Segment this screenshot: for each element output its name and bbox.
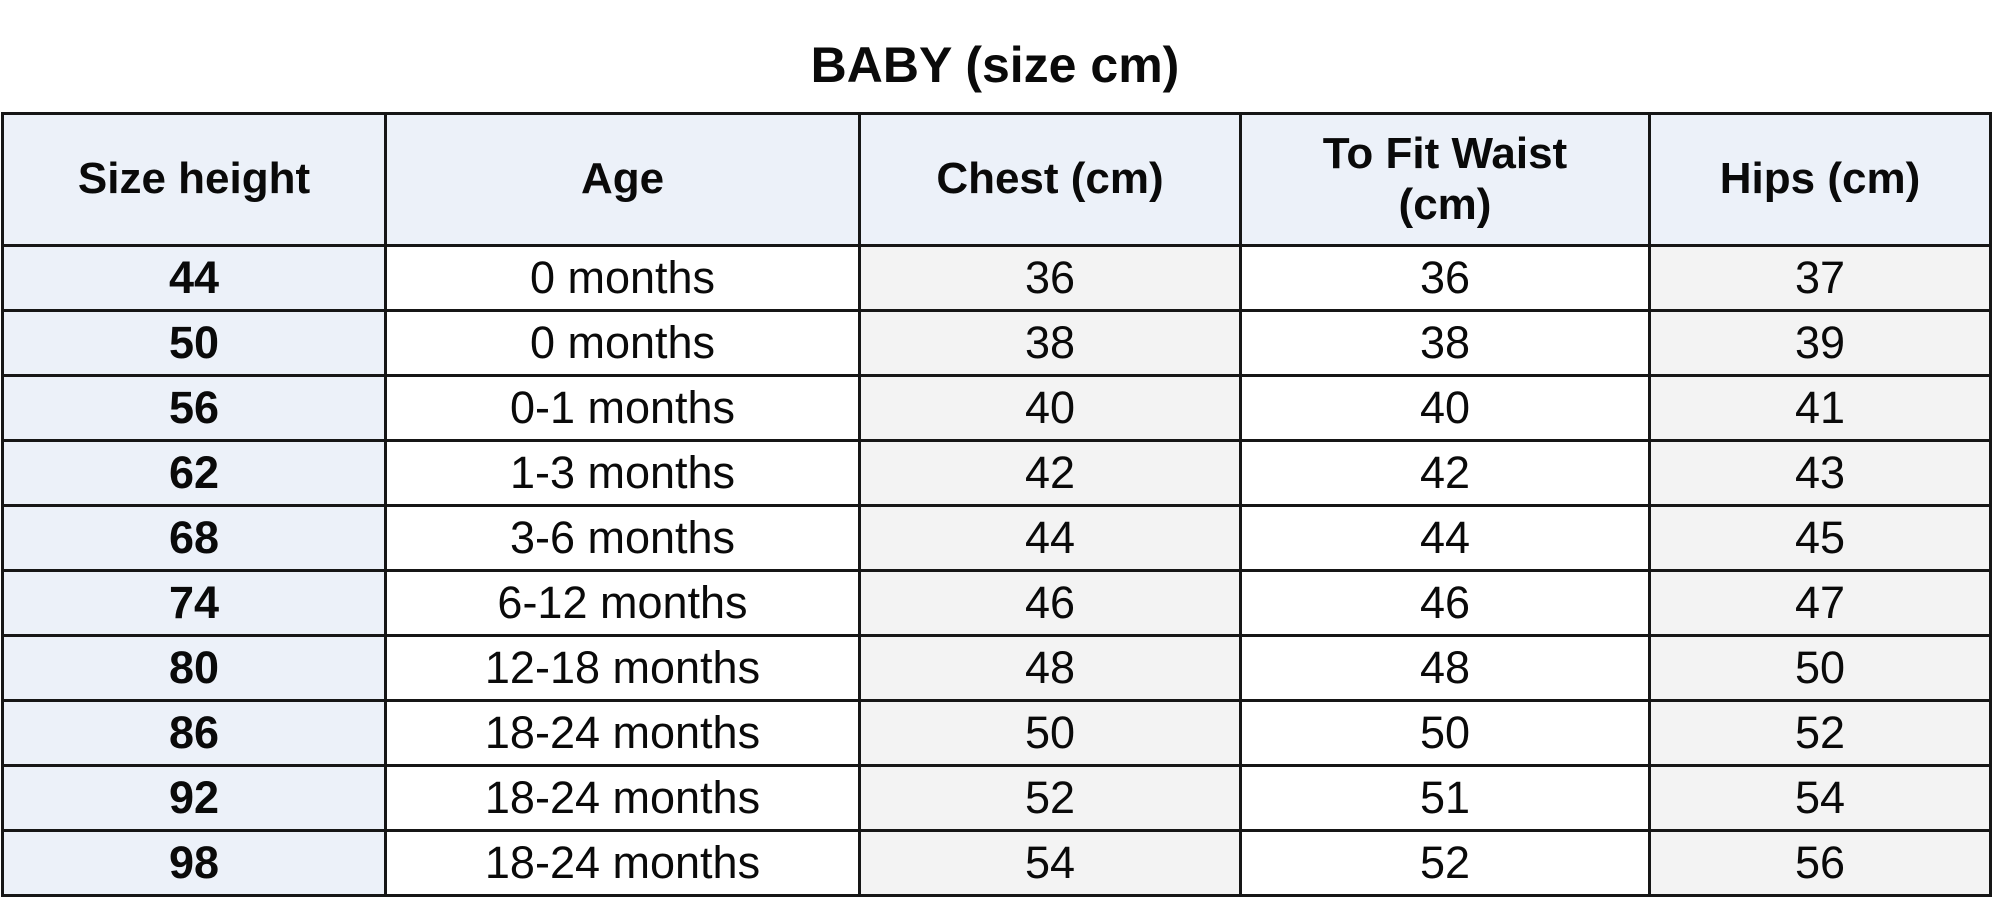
table-cell: 46	[1239, 569, 1651, 637]
table-cell: 46	[858, 569, 1242, 637]
table-cell: 74	[1, 569, 387, 637]
table-cell: 38	[1239, 309, 1651, 377]
table-cell: 80	[1, 634, 387, 702]
table-cell: 48	[858, 634, 1242, 702]
table-cell: 48	[1239, 634, 1651, 702]
column-header: Size height	[1, 112, 387, 247]
table-cell: 40	[858, 374, 1242, 442]
table-cell: 42	[858, 439, 1242, 507]
table-cell: 0 months	[384, 244, 861, 312]
table-cell: 54	[858, 829, 1242, 897]
table-cell: 43	[1648, 439, 1992, 507]
column-header: Hips (cm)	[1648, 112, 1992, 247]
column-header-label: Hips (cm)	[1719, 154, 1921, 204]
table-cell: 68	[1, 504, 387, 572]
column-header-label: To Fit Waist (cm)	[1322, 128, 1568, 229]
table-row: 44 0 months 36 36 37	[1, 244, 1992, 312]
table-cell: 1-3 months	[384, 439, 861, 507]
table-cell: 51	[1239, 764, 1651, 832]
table-cell: 18-24 months	[384, 764, 861, 832]
column-header-label: Chest (cm)	[936, 154, 1164, 204]
column-header: Chest (cm)	[858, 112, 1242, 247]
table-cell: 45	[1648, 504, 1992, 572]
table-row: 50 0 months 38 38 39	[1, 309, 1992, 377]
column-header-label: Size height	[77, 154, 311, 204]
table-cell: 50	[858, 699, 1242, 767]
table-cell: 3-6 months	[384, 504, 861, 572]
table-cell: 50	[1648, 634, 1992, 702]
table-row: 92 18-24 months 52 51 54	[1, 764, 1992, 832]
header-row: Size height Age Chest (cm) To Fit Waist (cm…	[1, 112, 1992, 247]
table-row: 98 18-24 months 54 52 56	[1, 829, 1992, 897]
table-row: 80 12-18 months 48 48 50	[1, 634, 1992, 702]
table-cell: 86	[1, 699, 387, 767]
table-cell: 50	[1, 309, 387, 377]
table-cell: 54	[1648, 764, 1992, 832]
table-cell: 36	[1239, 244, 1651, 312]
table-cell: 37	[1648, 244, 1992, 312]
table-title: BABY (size cm)	[810, 37, 1180, 93]
table-cell: 12-18 months	[384, 634, 861, 702]
table-cell: 92	[1, 764, 387, 832]
table-cell: 6-12 months	[384, 569, 861, 637]
table-cell: 47	[1648, 569, 1992, 637]
table-row: 86 18-24 months 50 50 52	[1, 699, 1992, 767]
table-cell: 56	[1, 374, 387, 442]
table-cell: 52	[1648, 699, 1992, 767]
table-cell: 0-1 months	[384, 374, 861, 442]
table-row: 62 1-3 months 42 42 43	[1, 439, 1992, 507]
table-cell: 52	[858, 764, 1242, 832]
table-cell: 44	[858, 504, 1242, 572]
table-cell: 18-24 months	[384, 829, 861, 897]
table-cell: 18-24 months	[384, 699, 861, 767]
table-cell: 44	[1239, 504, 1651, 572]
table-row: 68 3-6 months 44 44 45	[1, 504, 1992, 572]
table-cell: 56	[1648, 829, 1992, 897]
table-cell: 41	[1648, 374, 1992, 442]
table-cell: 39	[1648, 309, 1992, 377]
table-cell: 50	[1239, 699, 1651, 767]
baby-size-table: Size height Age Chest (cm) To Fit Waist (cm…	[1, 112, 1992, 897]
table-row: 74 6-12 months 46 46 47	[1, 569, 1992, 637]
table-cell: 44	[1, 244, 387, 312]
table-cell: 0 months	[384, 309, 861, 377]
column-header: Age	[384, 112, 861, 247]
table-cell: 36	[858, 244, 1242, 312]
table-row: 56 0-1 months 40 40 41	[1, 374, 1992, 442]
table-cell: 42	[1239, 439, 1651, 507]
table-cell: 98	[1, 829, 387, 897]
column-header: To Fit Waist (cm)	[1239, 112, 1651, 247]
table-cell: 52	[1239, 829, 1651, 897]
table-cell: 62	[1, 439, 387, 507]
column-header-label: Age	[580, 154, 665, 204]
table-cell: 40	[1239, 374, 1651, 442]
table-cell: 38	[858, 309, 1242, 377]
